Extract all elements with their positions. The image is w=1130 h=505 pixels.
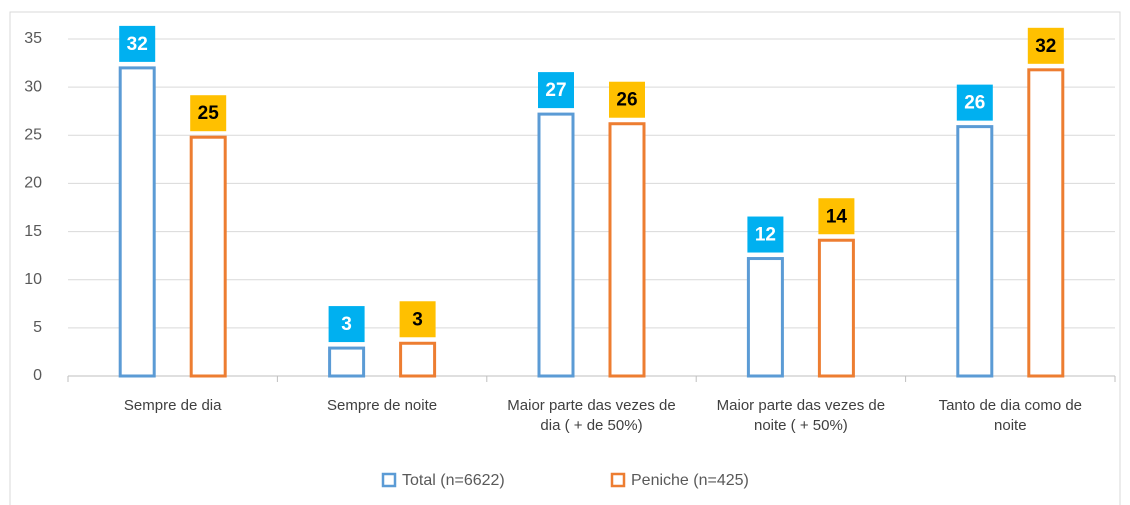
legend-swatch bbox=[610, 472, 626, 488]
bar bbox=[746, 257, 784, 378]
bar bbox=[328, 346, 366, 378]
bar bbox=[608, 122, 646, 378]
y-tick-label: 10 bbox=[24, 271, 42, 288]
x-tick-label: Sempre de noite bbox=[327, 397, 438, 414]
bar bbox=[118, 66, 156, 378]
data-label: 3 bbox=[341, 314, 352, 335]
y-tick-label: 35 bbox=[24, 30, 42, 47]
data-label: 12 bbox=[755, 225, 776, 246]
data-label: 25 bbox=[198, 103, 220, 124]
data-label-box bbox=[538, 72, 574, 109]
data-label-box bbox=[399, 301, 436, 338]
y-tick-label: 0 bbox=[33, 367, 42, 384]
y-tick-label: 15 bbox=[24, 223, 42, 240]
x-tick-label: Sempre de dia bbox=[123, 397, 222, 414]
data-label-box bbox=[747, 216, 784, 253]
x-tick-label: Maior parte das vezes de dia ( + de 50%) bbox=[507, 397, 676, 434]
legend-label: Peniche (n=425) bbox=[631, 472, 749, 489]
x-tick-label: Maior parte das vezes de noite ( + 50%) bbox=[716, 397, 886, 434]
x-tick-label: Tanto de dia como de noite bbox=[938, 397, 1083, 434]
data-label: 3 bbox=[412, 309, 423, 330]
data-label: 32 bbox=[127, 34, 148, 55]
bar bbox=[817, 238, 855, 378]
data-label: 26 bbox=[964, 93, 985, 114]
data-label: 26 bbox=[616, 90, 637, 111]
data-label: 27 bbox=[545, 80, 566, 101]
data-label: 32 bbox=[1035, 36, 1056, 57]
data-label-box bbox=[818, 198, 855, 235]
data-label-box bbox=[328, 306, 365, 343]
chart-frame bbox=[9, 11, 1121, 505]
data-label-box bbox=[1027, 27, 1064, 64]
bar bbox=[399, 341, 437, 378]
legend-swatch bbox=[381, 472, 397, 488]
bar bbox=[189, 135, 227, 378]
y-tick-label: 20 bbox=[24, 175, 42, 192]
legend-label: Total (n=6622) bbox=[402, 472, 505, 489]
y-tick-label: 30 bbox=[24, 78, 42, 95]
y-tick-label: 25 bbox=[24, 127, 42, 144]
data-label: 14 bbox=[826, 206, 848, 227]
bar bbox=[537, 112, 575, 378]
data-label-box bbox=[190, 95, 227, 132]
data-label-box bbox=[609, 81, 645, 118]
bar bbox=[1027, 68, 1065, 378]
data-label-box bbox=[119, 25, 156, 62]
data-label-box bbox=[956, 84, 993, 121]
bar bbox=[956, 125, 994, 378]
y-tick-label: 5 bbox=[33, 319, 42, 336]
